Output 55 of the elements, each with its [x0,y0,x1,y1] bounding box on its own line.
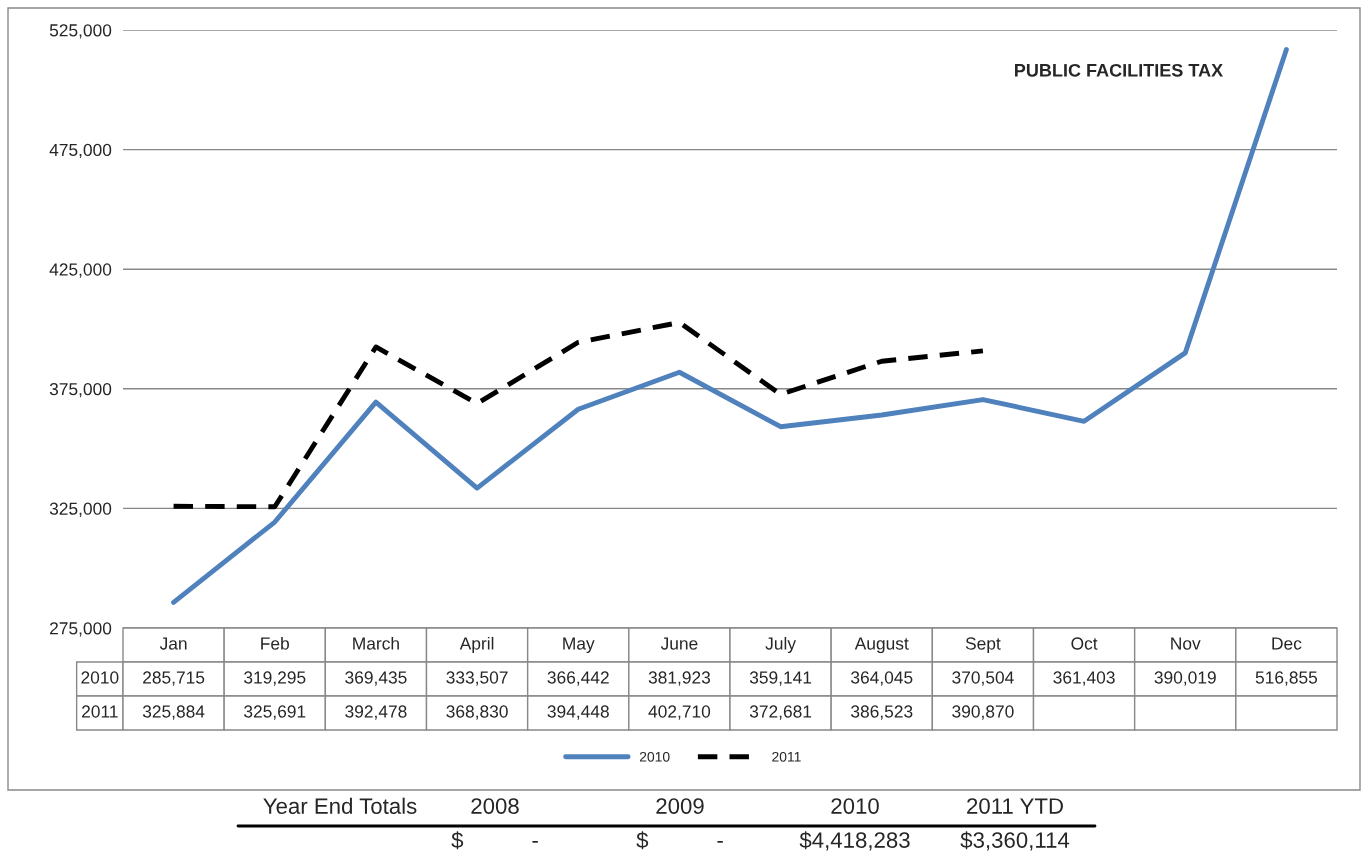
text: $3,360,114 [960,831,1070,851]
data-label: 285,715 [143,671,205,686]
text: PUBLIC FACILITIES TAX [1015,63,1223,77]
text: 2010 [831,798,879,814]
legend-label: 2011 [772,751,801,762]
text: $ - [451,831,538,850]
legend-label: 2010 [639,751,670,762]
x-tick-label: August [854,637,909,654]
y-tick-label: 325,000 [49,502,112,517]
data-label: 390,870 [952,705,1014,720]
text: Year End Totals [263,797,417,814]
x-tick-label: Dec [1272,637,1302,650]
x-tick-label: Jan [159,637,187,650]
x-tick-label: May [563,637,595,654]
data-label: 364,045 [851,671,913,686]
data-label: 390,019 [1154,671,1216,686]
text: 2010 [81,671,119,684]
line-series [171,47,1289,605]
data-label: 369,435 [345,671,407,686]
data-label: 368,830 [446,705,508,720]
data-label: 381,923 [648,671,711,686]
data-label: 386,523 [851,705,913,720]
data-label: 370,504 [952,671,1014,686]
text: 2011 YTD [967,798,1063,814]
text: 2011 [82,705,118,718]
data-label: 319,295 [244,671,306,686]
data-label: 372,681 [749,705,812,720]
x-tick-label: June [660,637,698,650]
y-tick-label: 275,000 [50,622,112,637]
x-tick-label: Oct [1071,637,1098,650]
x-tick-label: March [353,636,399,650]
y-tick-label: 425,000 [49,263,112,278]
text: 2008 [471,798,519,814]
text: 2009 [656,798,704,814]
data-label: 359,141 [749,671,812,686]
x-tick-label: Nov [1171,637,1201,650]
x-tick-label: Sept [965,637,1001,654]
data-label: 325,691 [244,705,306,720]
data-label: 516,855 [1255,671,1318,686]
text: $ - [636,831,723,850]
text: $4,418,283 [799,831,910,851]
line-series [171,320,986,510]
y-tick-label: 525,000 [49,24,112,39]
x-tick-label: July [765,636,796,654]
y-tick-label: 375,000 [49,382,112,398]
data-label: 325,884 [142,705,205,720]
data-label: 366,442 [547,671,609,686]
data-label: 402,710 [648,705,711,720]
data-label: 361,403 [1053,671,1115,686]
x-tick-label: Feb [261,636,289,650]
y-tick-label: 475,000 [49,143,112,159]
data-label: 333,507 [446,671,508,686]
data-label: 394,448 [547,705,609,720]
x-tick-label: April [459,636,494,654]
data-label: 392,478 [345,705,407,720]
